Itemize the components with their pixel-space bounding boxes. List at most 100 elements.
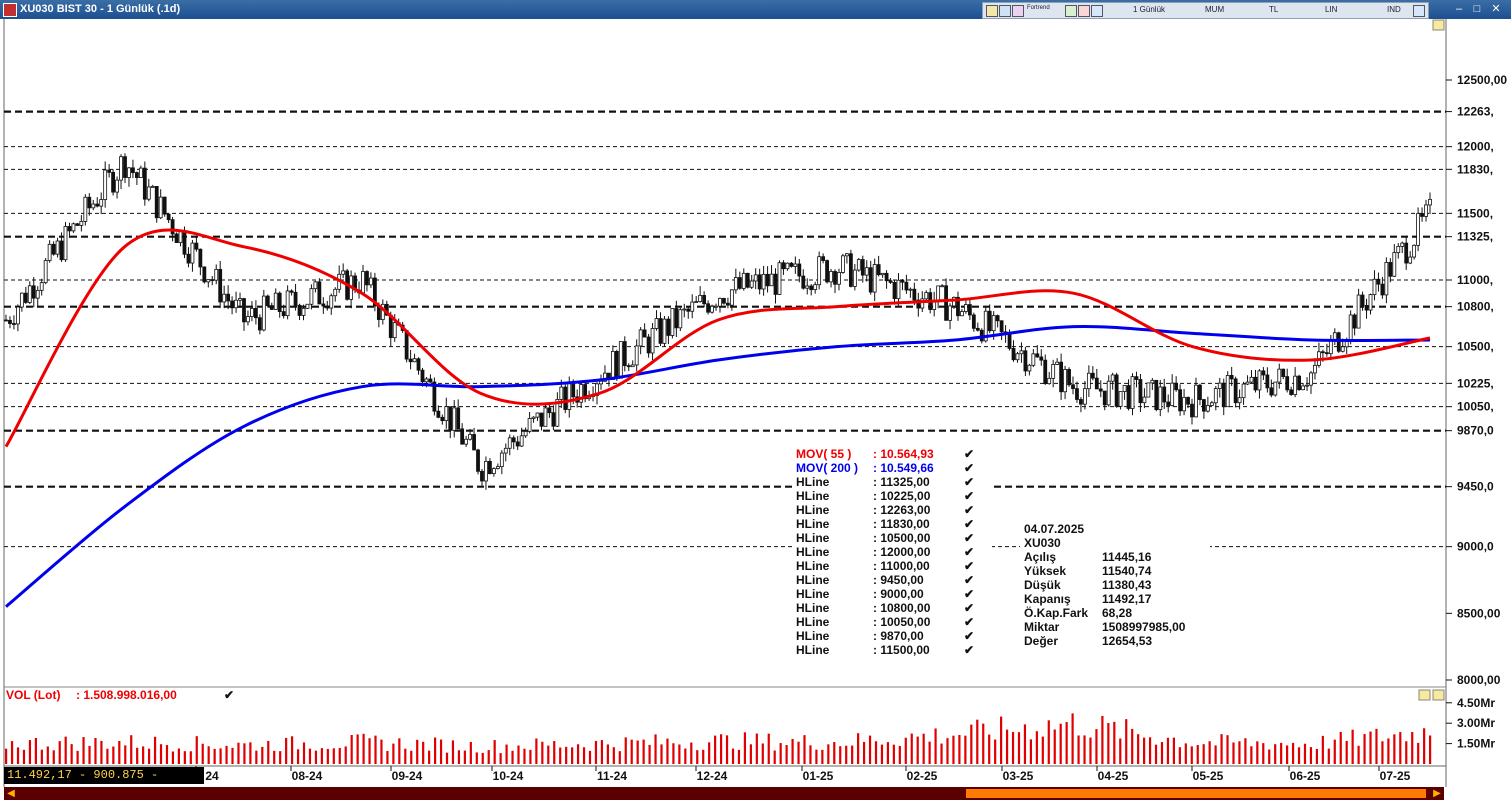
scroll-thumb[interactable] — [966, 789, 1426, 798]
candle-body — [333, 288, 338, 297]
candle-body — [1209, 402, 1214, 406]
info-row-value: 11492,17 — [1102, 592, 1152, 606]
date-axis: 24 08-24 09-24 10-24 11-24 12-24 01-25 02-25 03-… — [195, 766, 1411, 783]
volume-bar — [1035, 731, 1038, 764]
candle-body — [107, 169, 112, 173]
candle-body — [1079, 399, 1083, 405]
candle-body — [995, 315, 1000, 322]
hline-check-icon[interactable]: ✔ — [964, 517, 974, 531]
maximize-button[interactable]: □ — [1473, 3, 1481, 15]
hline-check-icon[interactable]: ✔ — [964, 615, 974, 629]
indicator-label[interactable]: IND — [1387, 5, 1401, 14]
volume-check-icon[interactable]: ✔ — [224, 688, 234, 702]
volume-bar — [1208, 741, 1211, 764]
hline-check-icon[interactable]: ✔ — [964, 559, 974, 573]
candle-body — [1150, 379, 1155, 384]
candle-body — [1277, 368, 1282, 383]
volume-bar — [1011, 731, 1015, 764]
volume-bar — [1250, 746, 1253, 764]
vol-pane-lock-icon[interactable] — [1418, 689, 1431, 701]
hline-legend-value: : 9000,00 — [873, 587, 924, 601]
scroll-right-icon[interactable]: ▶ — [1433, 788, 1441, 799]
volume-bar — [1190, 746, 1193, 764]
volume-bar — [904, 737, 907, 764]
volume-bar — [10, 741, 14, 764]
hline-check-icon[interactable]: ✔ — [964, 531, 974, 545]
minimize-button[interactable]: – — [1455, 3, 1463, 15]
print-icon[interactable] — [1012, 5, 1024, 17]
volume-bar — [1029, 739, 1033, 764]
close-button[interactable]: ✕ — [1491, 3, 1501, 15]
candle-body — [440, 416, 445, 422]
hline-check-icon[interactable]: ✔ — [964, 587, 974, 601]
settings-icon[interactable] — [1091, 5, 1103, 17]
candle-body — [499, 452, 504, 467]
candle-body — [23, 292, 28, 303]
volume-bar — [678, 744, 681, 764]
candle-body — [1253, 376, 1258, 391]
volume-bar — [1393, 734, 1396, 764]
scroll-left-icon[interactable]: ◀ — [7, 788, 15, 799]
volume-bar — [481, 752, 484, 764]
candle-body — [940, 285, 945, 288]
candle-body — [372, 277, 377, 307]
candle-body — [1158, 386, 1163, 411]
volume-bar — [1083, 735, 1086, 764]
candle-label[interactable]: MUM — [1205, 5, 1225, 14]
fortrend-label[interactable]: Fortrend — [1027, 5, 1050, 11]
volume-bar — [261, 746, 264, 764]
ohlc-info-panel: 04.07.2025 XU030 Açılış 11445,16 Yüksek 115… — [1020, 519, 1210, 649]
mov55-check-icon[interactable]: ✔ — [964, 447, 974, 461]
volume-bar — [1196, 745, 1199, 764]
volume-bar — [1369, 731, 1372, 764]
draw-icon[interactable] — [1065, 5, 1077, 17]
volume-bar — [952, 735, 955, 764]
period-label[interactable]: 1 Günlük — [1133, 5, 1166, 14]
hline-check-icon[interactable]: ✔ — [964, 489, 974, 503]
time-scrollbar[interactable]: ◀ ▶ — [4, 787, 1444, 800]
volume-bar — [142, 746, 145, 764]
volume-bar — [1363, 734, 1366, 764]
volume-bar — [1297, 747, 1301, 764]
mov200-check-icon[interactable]: ✔ — [964, 461, 974, 475]
volume-bar — [267, 741, 270, 764]
volume-bar — [463, 750, 466, 764]
candle-body — [103, 169, 108, 201]
candle-body — [563, 386, 568, 410]
candle-body — [206, 279, 211, 283]
candle-body — [432, 381, 437, 412]
info-bg — [1020, 519, 1210, 649]
volume-bar — [934, 728, 937, 764]
volume-bar — [600, 740, 604, 764]
volume-bar — [1238, 741, 1241, 764]
candle-body — [868, 267, 873, 293]
vol-pane-close-icon[interactable] — [1432, 689, 1445, 701]
volume-bar — [672, 743, 675, 764]
volume-bar — [845, 745, 848, 764]
candle-body — [1301, 385, 1305, 391]
expand-icon[interactable] — [1413, 5, 1425, 17]
calendar-icon[interactable] — [986, 5, 998, 17]
volume-bar — [624, 737, 627, 764]
hline-check-icon[interactable]: ✔ — [964, 643, 974, 657]
hline-check-icon[interactable]: ✔ — [964, 629, 974, 643]
hline-check-icon[interactable]: ✔ — [964, 601, 974, 615]
volume-bar — [1262, 743, 1265, 764]
scale-label[interactable]: LIN — [1325, 5, 1338, 14]
hline-check-icon[interactable]: ✔ — [964, 545, 974, 559]
candle-body — [1075, 388, 1079, 400]
zoom-icon[interactable] — [999, 5, 1011, 17]
hline-legend-value: : 12263,00 — [873, 503, 931, 517]
chart-area[interactable]: 12500,00 12263, 12000, 11830, 11500, 11325, 11… — [0, 19, 1511, 804]
line-icon[interactable] — [1078, 5, 1090, 17]
hline-check-icon[interactable]: ✔ — [964, 573, 974, 587]
volume-bar — [386, 751, 389, 764]
volume-bar — [886, 742, 890, 764]
hline-check-icon[interactable]: ✔ — [964, 503, 974, 517]
candle-body — [535, 412, 540, 418]
hline-check-icon[interactable]: ✔ — [964, 475, 974, 489]
pane-lock-icon[interactable] — [1432, 19, 1445, 31]
volume-bar — [874, 741, 878, 764]
info-row-label: Ö.Kap.Fark — [1024, 605, 1088, 620]
currency-label[interactable]: TL — [1269, 5, 1279, 14]
